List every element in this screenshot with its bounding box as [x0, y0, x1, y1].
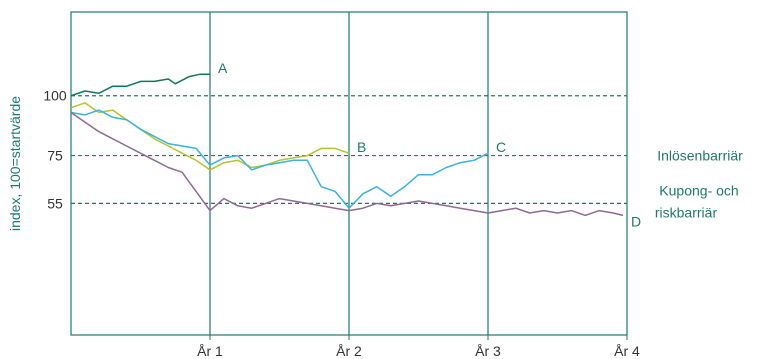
y-tick-label: 75	[47, 148, 63, 164]
series-label-A: A	[218, 60, 228, 76]
y-axis-label: index, 100=startvärde	[7, 96, 23, 231]
series-line-A	[70, 73, 210, 97]
x-tick-label: År 3	[475, 343, 501, 359]
reference-label: Inlösenbarriär	[657, 148, 743, 164]
reference-lines	[71, 95, 627, 205]
axes: År 1 År 2 År 3 År 4 55 75 100 index, 100=startv…	[7, 11, 640, 359]
reference-label: Kupong- och	[659, 182, 738, 198]
series-lines	[70, 73, 624, 217]
series-label-D: D	[631, 213, 641, 229]
series-line-C	[70, 109, 489, 209]
chart-labels: Inlösenbarriär Kupong- och riskbarriär A B C D	[218, 60, 743, 229]
y-tick-label: 100	[43, 88, 67, 104]
x-tick-label: År 2	[336, 343, 362, 359]
series-label-C: C	[496, 139, 506, 155]
series-line-B	[70, 102, 350, 171]
series-label-B: B	[357, 139, 366, 155]
y-tick-label: 55	[47, 195, 63, 211]
x-tick-label: År 4	[614, 343, 640, 359]
year-divider-lines	[209, 12, 489, 335]
reference-label: riskbarriär	[655, 204, 718, 220]
series-line-D	[70, 111, 624, 217]
x-tick-label: År 1	[197, 343, 223, 359]
